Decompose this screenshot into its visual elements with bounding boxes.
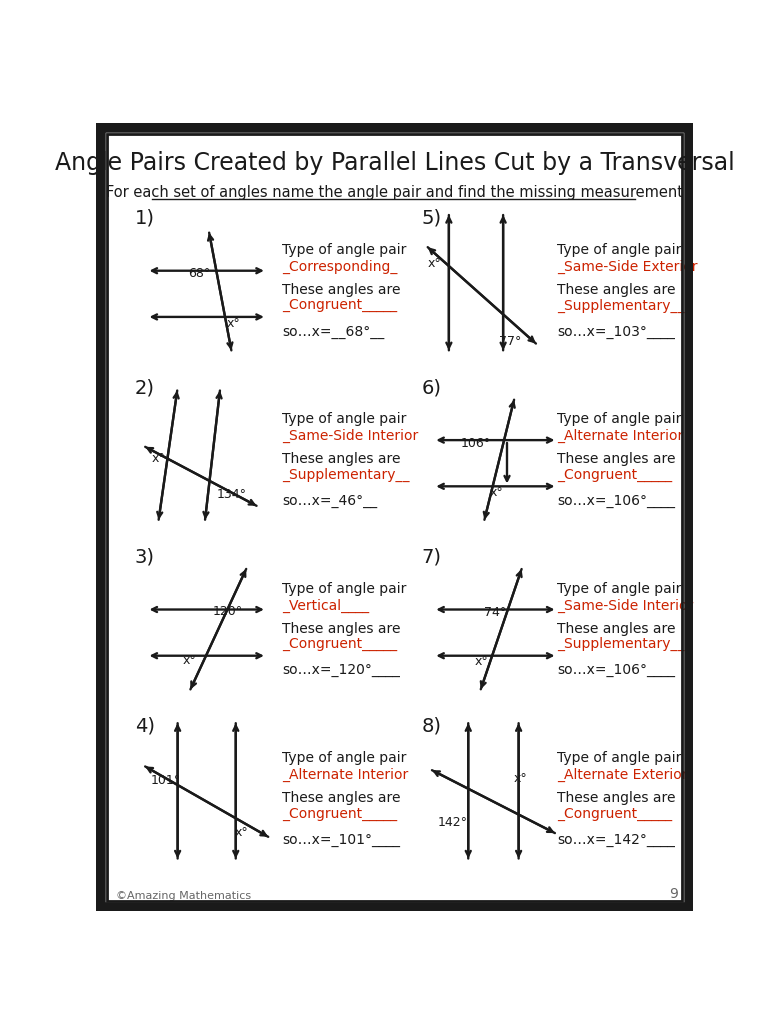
- Text: _Vertical____: _Vertical____: [283, 599, 370, 613]
- Text: so…x=_46°__: so…x=_46°__: [283, 494, 377, 508]
- Text: _Congruent_____: _Congruent_____: [557, 807, 672, 820]
- Text: _Alternate Exterior: _Alternate Exterior: [557, 768, 688, 782]
- Text: These angles are: These angles are: [283, 453, 400, 467]
- Text: so…x=_106°____: so…x=_106°____: [557, 664, 675, 678]
- Text: _Same-Side Interior: _Same-Side Interior: [283, 429, 419, 443]
- Text: These angles are: These angles are: [557, 283, 676, 297]
- Text: x°: x°: [474, 655, 488, 669]
- Text: 77°: 77°: [499, 335, 521, 348]
- Text: _Supplementary__: _Supplementary__: [283, 468, 410, 482]
- Text: These angles are: These angles are: [557, 453, 676, 467]
- Text: 8): 8): [422, 717, 442, 736]
- Text: These angles are: These angles are: [557, 622, 676, 636]
- Text: _Supplementary__: _Supplementary__: [557, 637, 685, 651]
- Text: x°: x°: [226, 316, 240, 330]
- Text: 6): 6): [422, 378, 442, 397]
- Text: These angles are: These angles are: [283, 622, 400, 636]
- Text: _Congruent_____: _Congruent_____: [283, 298, 397, 312]
- Text: 74°: 74°: [484, 606, 506, 620]
- Text: These angles are: These angles are: [557, 792, 676, 805]
- Text: 120°: 120°: [213, 604, 243, 617]
- Text: _Congruent_____: _Congruent_____: [283, 637, 397, 651]
- Text: _Alternate Interior: _Alternate Interior: [283, 768, 409, 782]
- Text: so…x=_120°____: so…x=_120°____: [283, 664, 400, 678]
- Text: _Alternate Interior: _Alternate Interior: [557, 429, 684, 443]
- Text: x°: x°: [152, 453, 166, 465]
- Text: 1): 1): [135, 209, 155, 227]
- Text: ©Amazing Mathematics: ©Amazing Mathematics: [116, 891, 252, 901]
- Text: 142°: 142°: [437, 816, 467, 829]
- Text: x°: x°: [428, 257, 442, 269]
- Text: so…x=_103°____: so…x=_103°____: [557, 325, 675, 339]
- Text: _Congruent_____: _Congruent_____: [557, 468, 672, 482]
- Text: 101°: 101°: [150, 774, 181, 787]
- Text: Type of angle pair: Type of angle pair: [557, 582, 681, 596]
- Text: so…x=__68°__: so…x=__68°__: [283, 325, 384, 339]
- Text: 7): 7): [422, 548, 442, 566]
- Text: Type of angle pair: Type of angle pair: [557, 413, 681, 426]
- Text: so…x=_106°____: so…x=_106°____: [557, 494, 675, 508]
- Text: Type of angle pair: Type of angle pair: [283, 413, 407, 426]
- Text: 9: 9: [668, 888, 678, 901]
- Text: 2): 2): [135, 378, 155, 397]
- Text: 68°: 68°: [188, 267, 210, 281]
- Text: x°: x°: [234, 826, 248, 840]
- Text: Type of angle pair: Type of angle pair: [283, 752, 407, 765]
- Text: x°: x°: [490, 486, 504, 499]
- Text: _Supplementary__: _Supplementary__: [557, 298, 685, 312]
- Text: x°: x°: [513, 772, 527, 785]
- Text: Type of angle pair: Type of angle pair: [557, 752, 681, 765]
- Text: _Same-Side Exterior: _Same-Side Exterior: [557, 260, 698, 274]
- Text: 5): 5): [422, 209, 442, 227]
- Text: 4): 4): [135, 717, 155, 736]
- Text: These angles are: These angles are: [283, 792, 400, 805]
- Text: _Corresponding_: _Corresponding_: [283, 260, 397, 274]
- Text: so…x=_101°____: so…x=_101°____: [283, 833, 400, 847]
- Text: _Congruent_____: _Congruent_____: [283, 807, 397, 820]
- Text: x°: x°: [183, 654, 197, 667]
- Text: 134°: 134°: [216, 487, 246, 501]
- Text: Type of angle pair: Type of angle pair: [557, 243, 681, 257]
- Text: so…x=_142°____: so…x=_142°____: [557, 833, 675, 847]
- Text: Angle Pairs Created by Parallel Lines Cut by a Transversal: Angle Pairs Created by Parallel Lines Cu…: [55, 151, 735, 175]
- Text: 3): 3): [135, 548, 155, 566]
- Text: Type of angle pair: Type of angle pair: [283, 582, 407, 596]
- Text: These angles are: These angles are: [283, 283, 400, 297]
- Text: Type of angle pair: Type of angle pair: [283, 243, 407, 257]
- Text: _Same-Side Interior: _Same-Side Interior: [557, 599, 694, 613]
- Text: For each set of angles name the angle pair and find the missing measurement: For each set of angles name the angle pa…: [106, 184, 683, 200]
- Text: 106°: 106°: [460, 436, 490, 450]
